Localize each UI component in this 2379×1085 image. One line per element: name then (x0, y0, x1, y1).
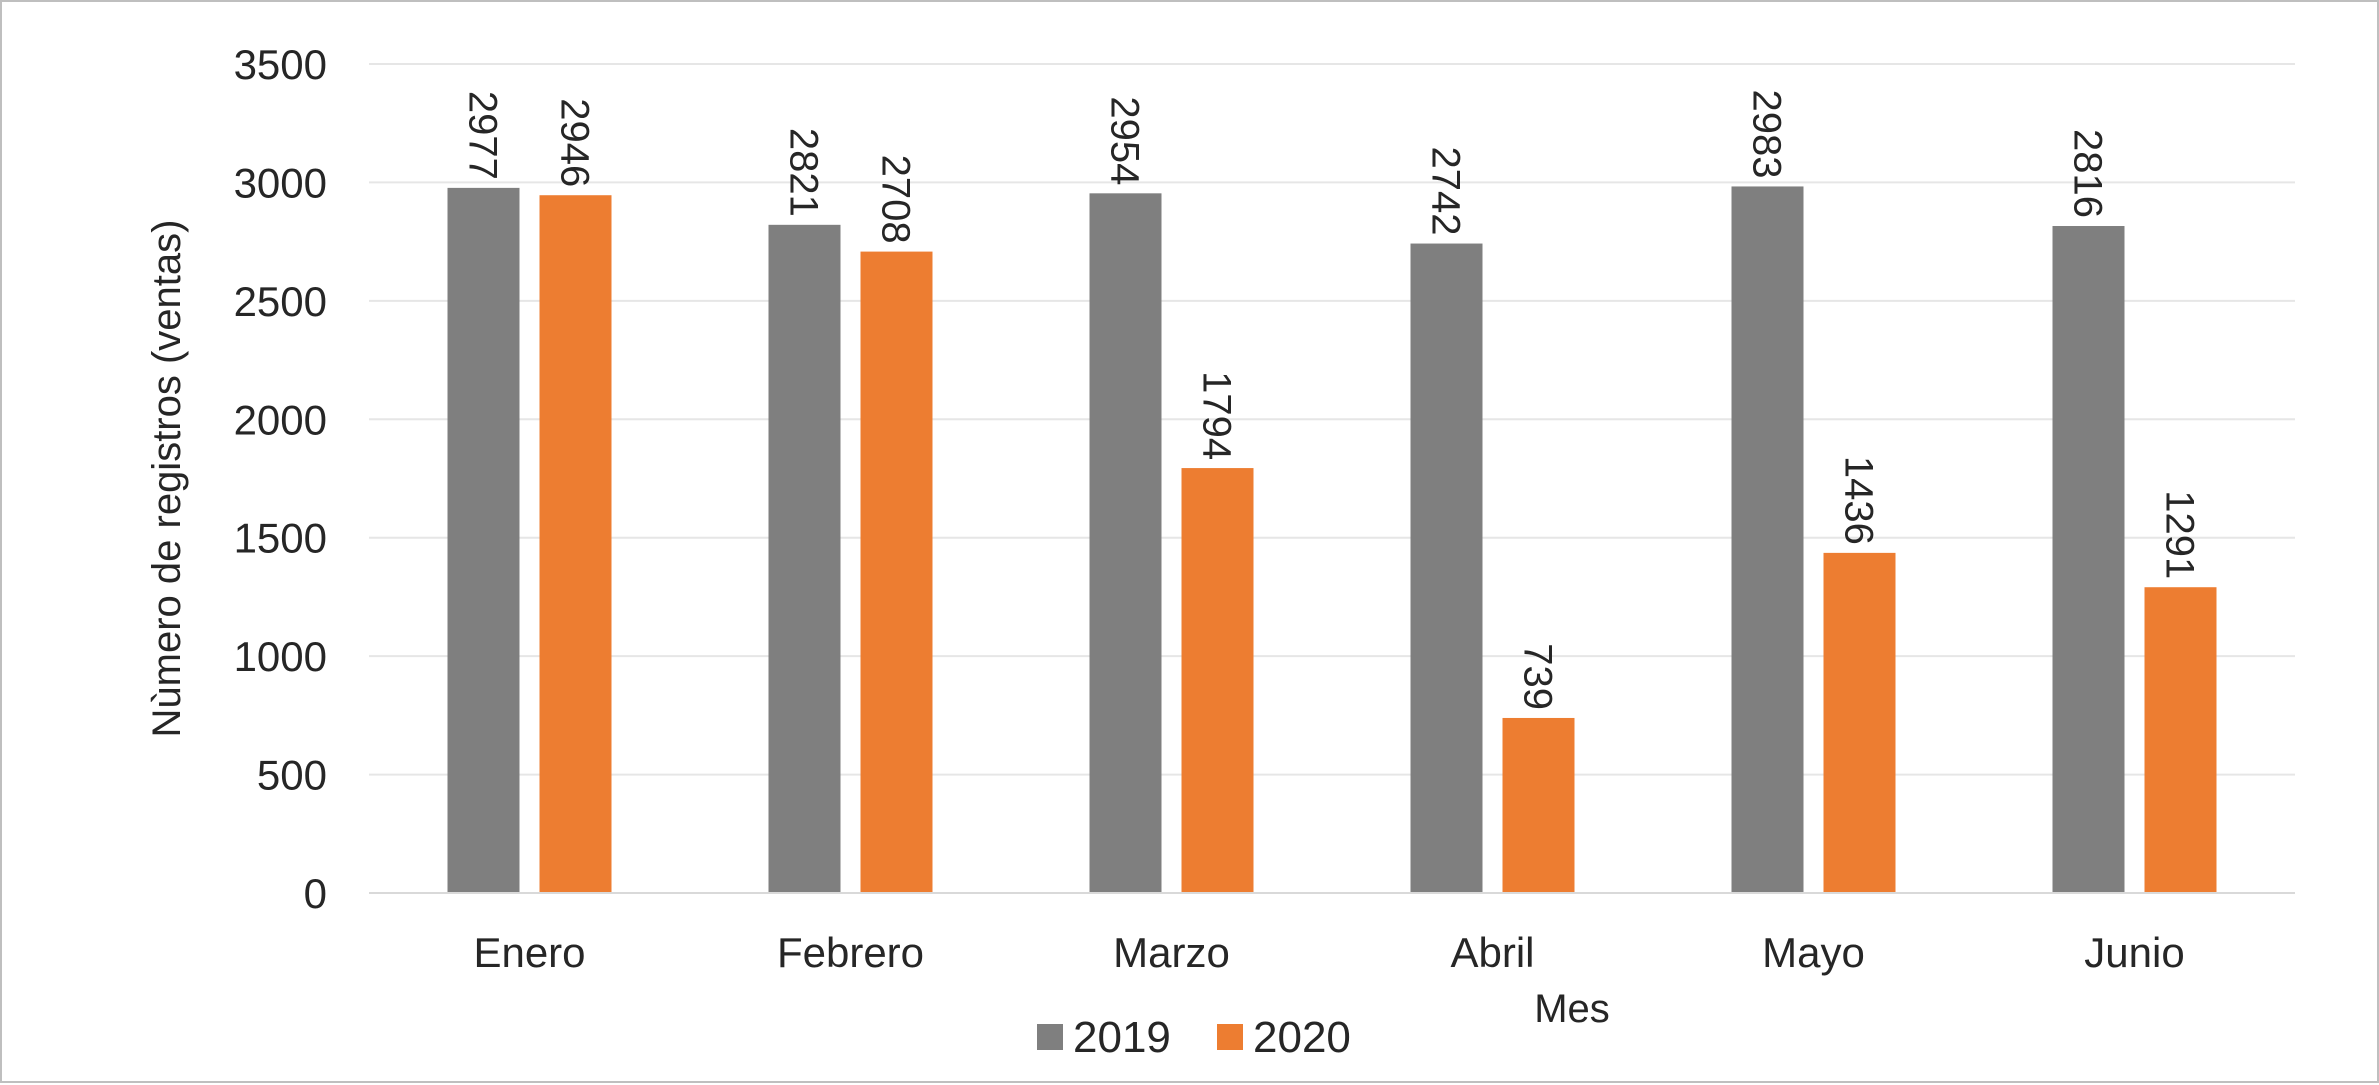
data-labels: 2977 2946 2821 2708 2954 1794 2742 739 2983 1436 2… (461, 89, 2202, 709)
data-label: 2708 (874, 155, 918, 244)
y-tick-label: 2500 (234, 278, 327, 325)
bar-2020-febrero (860, 251, 933, 894)
bar-2020-enero (539, 195, 612, 893)
data-label: 2821 (782, 128, 826, 217)
x-tick-label: Febrero (777, 929, 924, 976)
x-tick-label: Abril (1450, 929, 1534, 976)
y-tick-label: 3500 (234, 41, 327, 88)
legend-swatch-2019 (1037, 1024, 1063, 1050)
bar-2019-febrero (768, 224, 841, 894)
data-label: 2977 (461, 91, 505, 180)
legend: 2019 2020 (1037, 1013, 1351, 1062)
data-label: 2816 (2066, 129, 2110, 218)
x-axis-title: Mes (1534, 987, 1610, 1031)
y-axis-title: Nùmero de registros (ventas) (145, 220, 189, 738)
x-tick-label: Junio (2084, 929, 2184, 976)
bar-2019-abril (1410, 243, 1483, 893)
bars (447, 186, 2217, 894)
x-tick-label: Mayo (1762, 929, 1865, 976)
bar-2020-mayo (1823, 552, 1896, 893)
gridlines (369, 63, 2295, 776)
y-tick-label: 1000 (234, 633, 327, 680)
data-label: 2946 (553, 98, 597, 187)
bar-2019-enero (447, 187, 520, 893)
data-label: 1436 (1837, 456, 1881, 545)
bar-2019-junio (2052, 226, 2125, 894)
bar-2020-abril (1502, 717, 1575, 893)
bar-2019-mayo (1731, 186, 1804, 893)
legend-swatch-2020 (1217, 1024, 1243, 1050)
bar-2019-marzo (1089, 193, 1162, 894)
x-tick-label: Enero (473, 929, 585, 976)
y-tick-label: 1500 (234, 515, 327, 562)
data-label: 2954 (1103, 96, 1147, 185)
data-label: 739 (1516, 643, 1560, 710)
data-label: 1291 (2158, 490, 2202, 579)
y-tick-label: 0 (304, 870, 327, 917)
data-label: 2742 (1424, 147, 1468, 236)
data-label: 2983 (1745, 89, 1789, 178)
legend-label-2020: 2020 (1253, 1013, 1351, 1062)
x-tick-label: Marzo (1113, 929, 1230, 976)
y-tick-label: 2000 (234, 396, 327, 443)
y-tick-label: 3000 (234, 159, 327, 206)
bar-2020-junio (2144, 587, 2217, 893)
data-label: 1794 (1195, 371, 1239, 460)
x-axis-ticks: Enero Febrero Marzo Abril Mayo Junio (473, 929, 2184, 976)
y-axis-ticks: 0 500 1000 1500 2000 2500 3000 3500 (234, 41, 327, 917)
legend-label-2019: 2019 (1073, 1013, 1171, 1062)
y-tick-label: 500 (257, 752, 327, 799)
bar-2020-marzo (1181, 468, 1254, 893)
